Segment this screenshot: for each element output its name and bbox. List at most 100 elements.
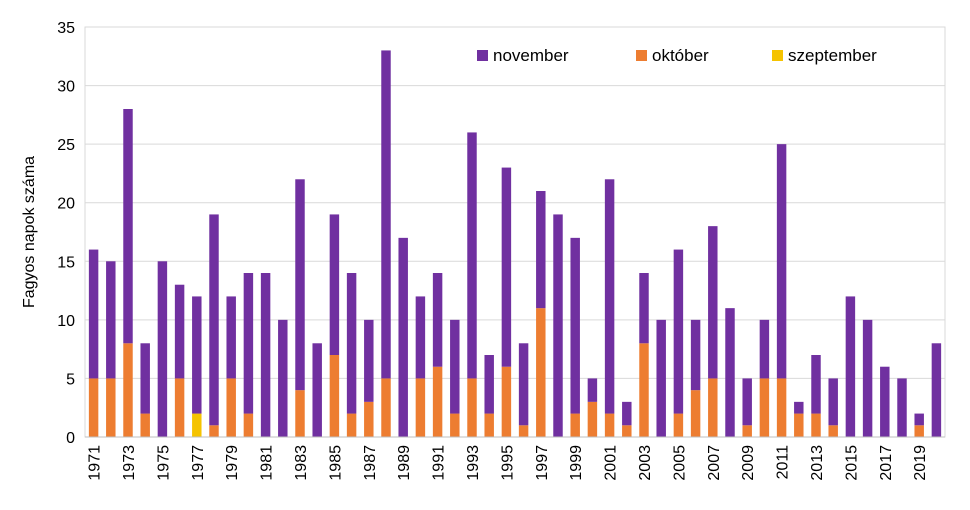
bar-október-1974 [140, 413, 150, 437]
x-tick-label: 1989 [396, 445, 413, 481]
bar-október-1992 [450, 413, 460, 437]
bar-november-1993 [467, 132, 477, 379]
bar-november-1980 [243, 273, 254, 414]
x-axis-ticks: 1971 1973 1975 1977 1979 1981 1983 1985 1987 1989… [87, 445, 930, 481]
bar-október-2002 [622, 425, 632, 437]
x-tick-label: 1999 [568, 445, 585, 481]
bar-november-2017 [880, 366, 890, 437]
x-tick-label: 1985 [327, 445, 344, 481]
bar-október-1991 [432, 366, 443, 437]
x-tick-label: 1971 [87, 445, 104, 481]
bar-október-2009 [742, 425, 752, 437]
bar-november-2019 [914, 413, 924, 426]
y-tick-label: 5 [66, 371, 75, 388]
y-axis-ticks: 0 5 10 15 20 25 30 35 [57, 20, 75, 447]
bar-november-1971 [88, 249, 99, 379]
bar-november-1989 [398, 237, 408, 437]
bar-november-1999 [570, 237, 580, 414]
bar-október-2005 [673, 413, 684, 437]
y-tick-label: 20 [57, 196, 75, 213]
legend: november október szeptember [477, 46, 877, 65]
x-tick-label: 2007 [706, 445, 723, 481]
bar-november-1996 [518, 343, 529, 426]
legend-swatch-október [636, 50, 647, 61]
bar-november-1995 [501, 167, 512, 367]
bar-október-2007 [708, 378, 718, 437]
bar-november-1976 [174, 284, 185, 379]
bar-október-1971 [88, 378, 99, 437]
bar-október-1983 [295, 390, 305, 437]
bar-október-2003 [639, 343, 649, 437]
bar-október-1986 [346, 413, 357, 437]
bar-október-1999 [570, 413, 580, 437]
bar-november-2013 [811, 355, 821, 414]
x-tick-label: 2013 [809, 445, 826, 481]
bar-november-1994 [484, 355, 494, 414]
bar-október-1990 [415, 378, 426, 437]
bar-november-1974 [140, 343, 150, 414]
x-tick-label: 2019 [912, 445, 929, 481]
legend-label-szeptember: szeptember [788, 46, 877, 65]
x-tick-label: 2017 [878, 445, 895, 481]
bar-október-2000 [587, 401, 598, 437]
bar-október-2001 [604, 413, 615, 437]
bar-október-1972 [106, 378, 116, 437]
bar-október-2006 [690, 390, 701, 437]
bars [88, 50, 942, 437]
bar-november-2016 [862, 319, 873, 437]
x-tick-label: 1975 [155, 445, 172, 481]
bar-november-2009 [742, 378, 752, 426]
x-tick-label: 1981 [259, 445, 276, 481]
bar-november-1978 [209, 214, 219, 426]
bar-október-2013 [811, 413, 821, 437]
bar-november-1977 [192, 296, 202, 414]
bar-november-2006 [690, 319, 701, 391]
bar-november-1982 [278, 319, 288, 437]
plot-area [84, 26, 946, 438]
bar-november-2008 [725, 308, 735, 437]
bar-november-2002 [622, 401, 632, 426]
bar-november-2005 [673, 249, 684, 414]
bar-november-1979 [226, 296, 236, 379]
x-tick-label: 1973 [121, 445, 138, 481]
bar-október-2019 [914, 425, 924, 437]
bar-november-2014 [828, 378, 838, 426]
x-tick-label: 1993 [465, 445, 482, 481]
bar-október-1996 [518, 425, 529, 437]
bar-november-2010 [759, 319, 770, 379]
x-tick-label: 2009 [740, 445, 757, 481]
x-tick-label: 2003 [637, 445, 654, 481]
bar-november-1972 [106, 261, 116, 379]
legend-label-október: október [652, 46, 709, 65]
x-tick-label: 1979 [224, 445, 241, 481]
x-tick-label: 1987 [362, 445, 379, 481]
bar-október-1988 [381, 378, 391, 437]
bar-október-1987 [364, 401, 374, 437]
bar-november-2000 [587, 378, 598, 402]
bar-október-1973 [123, 343, 133, 437]
bar-november-1997 [536, 191, 546, 309]
bar-október-1985 [329, 355, 340, 437]
bar-október-1978 [209, 425, 219, 437]
bar-november-1983 [295, 179, 305, 391]
bar-október-1995 [501, 366, 512, 437]
bar-október-1997 [536, 308, 546, 437]
bar-október-2014 [828, 425, 838, 437]
bar-november-1998 [553, 214, 563, 437]
x-tick-label: 1977 [190, 445, 207, 481]
y-tick-label: 0 [66, 430, 75, 447]
bar-szeptember-1977 [192, 413, 202, 437]
bar-október-1993 [467, 378, 477, 437]
bar-november-2015 [845, 296, 856, 437]
bar-október-1994 [484, 413, 494, 437]
bar-október-1976 [174, 378, 185, 437]
bar-november-1991 [432, 273, 443, 367]
x-tick-label: 2001 [603, 445, 620, 481]
y-tick-label: 35 [57, 20, 75, 37]
bar-november-1990 [415, 296, 426, 379]
bar-november-2012 [794, 401, 804, 414]
bar-október-2011 [776, 378, 787, 437]
bar-október-2010 [759, 378, 770, 437]
bar-október-2012 [794, 413, 804, 437]
